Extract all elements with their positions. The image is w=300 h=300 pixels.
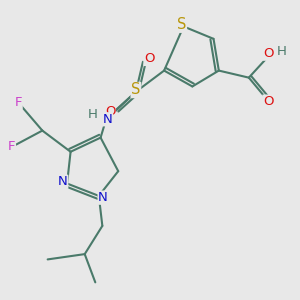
Text: N: N [58, 175, 68, 188]
Text: N: N [103, 113, 112, 126]
Text: N: N [98, 191, 108, 204]
Text: F: F [8, 140, 15, 153]
Text: O: O [263, 95, 274, 108]
Text: H: H [88, 108, 98, 121]
Text: O: O [263, 47, 274, 60]
Text: S: S [131, 82, 141, 98]
Text: H: H [277, 45, 286, 58]
Text: O: O [144, 52, 154, 65]
Text: O: O [105, 105, 116, 118]
Text: F: F [15, 96, 22, 109]
Text: S: S [177, 17, 187, 32]
